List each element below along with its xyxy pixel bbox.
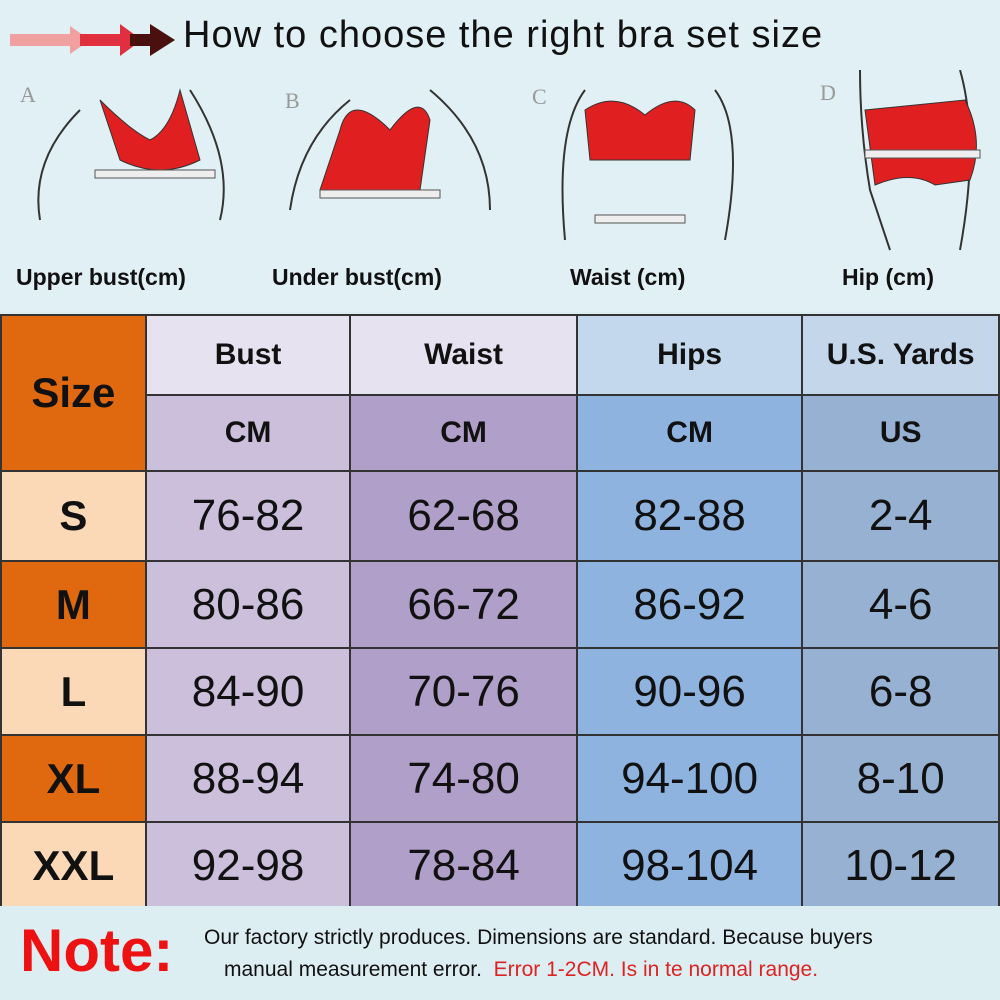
value-cell: 86-92 [575, 560, 804, 649]
upper-bust-illustration [37, 88, 225, 221]
letter-d: D [820, 80, 836, 105]
unit-waist: CM [349, 394, 578, 472]
value-cell: 94-100 [575, 734, 804, 823]
label-hip: Hip (cm) [842, 264, 934, 290]
hip-illustration [859, 70, 981, 251]
size-header: Size [0, 314, 147, 472]
letter-c: C [532, 84, 547, 109]
value-cell: 10-12 [801, 821, 1000, 910]
value-cell: 84-90 [144, 647, 352, 736]
unit-hips: CM [575, 394, 804, 472]
col-header-us: U.S. Yards [801, 314, 1000, 396]
table-row: XL 88-94 74-80 94-100 8-10 [0, 734, 1000, 823]
table-row: S 76-82 62-68 82-88 2-4 [0, 470, 1000, 562]
label-waist: Waist (cm) [570, 264, 686, 290]
unit-us: US [801, 394, 1000, 472]
col-header-hips: Hips [575, 314, 804, 396]
size-cell: S [0, 470, 147, 562]
value-cell: 80-86 [144, 560, 352, 649]
note-line-2: manual measurement error. Error 1-2CM. I… [224, 958, 818, 982]
page-title: How to choose the right bra set size [183, 14, 824, 56]
value-cell: 2-4 [801, 470, 1000, 562]
letter-b: B [285, 88, 300, 113]
note-label: Note: [20, 917, 174, 984]
value-cell: 82-88 [575, 470, 804, 562]
size-cell: XXL [0, 821, 147, 910]
value-cell: 74-80 [349, 734, 578, 823]
label-upper-bust: Upper bust(cm) [16, 264, 186, 290]
table-row: L 84-90 70-76 90-96 6-8 [0, 647, 1000, 736]
value-cell: 76-82 [144, 470, 352, 562]
under-bust-illustration [289, 89, 491, 211]
value-cell: 98-104 [575, 821, 804, 910]
table-row: M 80-86 66-72 86-92 4-6 [0, 560, 1000, 649]
table-row: XXL 92-98 78-84 98-104 10-12 [0, 821, 1000, 910]
value-cell: 70-76 [349, 647, 578, 736]
value-cell: 4-6 [801, 560, 1000, 649]
value-cell: 8-10 [801, 734, 1000, 823]
note-line-2-text: manual measurement error. [224, 958, 482, 981]
label-under-bust: Under bust(cm) [272, 264, 442, 290]
value-cell: 90-96 [575, 647, 804, 736]
col-header-waist: Waist [349, 314, 578, 396]
value-cell: 78-84 [349, 821, 578, 910]
value-cell: 6-8 [801, 647, 1000, 736]
value-cell: 62-68 [349, 470, 578, 562]
arrows-icon [10, 24, 175, 56]
letter-a: A [20, 82, 36, 107]
note-line-1: Our factory strictly produces. Dimension… [204, 926, 873, 949]
note-error-text: Error 1-2CM. Is in te normal range. [493, 958, 819, 981]
value-cell: 92-98 [144, 821, 352, 910]
note-panel [0, 906, 1000, 1000]
size-table: Size Bust Waist Hips U.S. Yards CM CM CM… [0, 314, 1000, 910]
value-cell: 66-72 [349, 560, 578, 649]
size-cell: L [0, 647, 147, 736]
value-cell: 88-94 [144, 734, 352, 823]
size-cell: M [0, 560, 147, 649]
waist-illustration [561, 89, 734, 241]
unit-bust: CM [144, 394, 352, 472]
size-cell: XL [0, 734, 147, 823]
col-header-bust: Bust [144, 314, 352, 396]
